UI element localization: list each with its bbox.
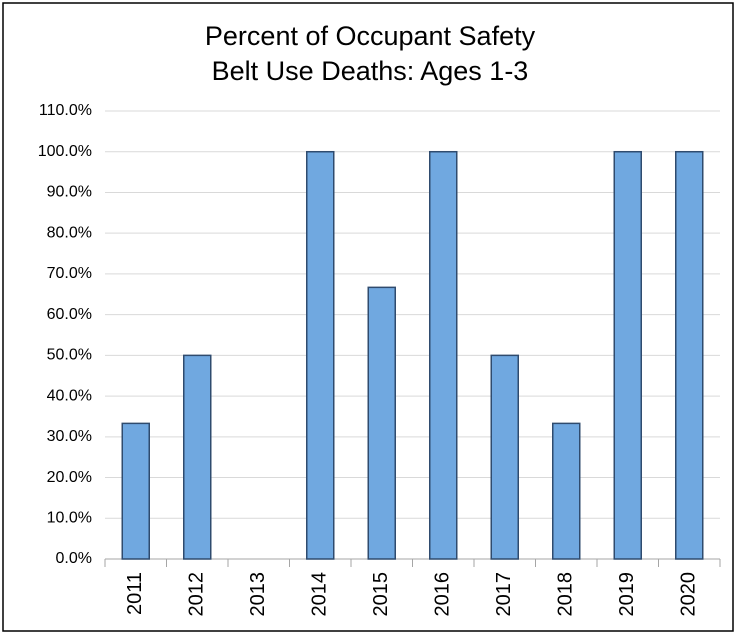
bar <box>367 286 396 560</box>
y-tick-label: 30.0% <box>47 428 92 445</box>
chart-title: Belt Use Deaths: Ages 1-3 <box>212 56 529 86</box>
x-tick-label: 2014 <box>309 572 331 617</box>
x-tick-label: 2016 <box>432 572 454 617</box>
x-tick-label: 2020 <box>678 572 700 617</box>
y-tick-label: 10.0% <box>47 509 92 526</box>
x-tick-label: 2012 <box>186 572 208 617</box>
y-tick-label: 20.0% <box>47 469 92 486</box>
bar <box>613 150 642 560</box>
chart-title: Percent of Occupant Safety <box>205 21 536 51</box>
y-tick-label: 60.0% <box>47 306 92 323</box>
x-tick-label: 2011 <box>124 572 146 615</box>
x-tick-label: 2013 <box>247 572 269 617</box>
y-tick-label: 70.0% <box>47 265 92 282</box>
x-tick-label: 2015 <box>370 572 392 617</box>
bar <box>490 354 519 560</box>
bar <box>121 422 150 560</box>
y-tick-label: 40.0% <box>47 387 92 404</box>
y-tick-label: 110.0% <box>39 102 92 119</box>
y-tick-label: 90.0% <box>47 184 92 201</box>
y-tick-label: 100.0% <box>38 143 92 160</box>
bar <box>675 150 704 560</box>
y-tick-label: 0.0% <box>56 550 92 567</box>
bar <box>552 422 581 560</box>
bar <box>306 150 335 560</box>
x-tick-label: 2017 <box>493 572 515 617</box>
bar <box>429 150 458 560</box>
x-tick-label: 2019 <box>616 572 638 617</box>
bar <box>183 354 212 560</box>
y-tick-label: 80.0% <box>47 224 92 241</box>
x-tick-label: 2018 <box>555 572 577 617</box>
y-tick-label: 50.0% <box>47 347 92 364</box>
